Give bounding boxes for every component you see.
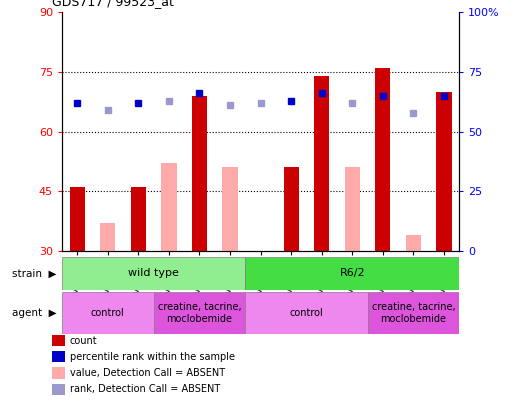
Bar: [131, 188, 146, 251]
Bar: [192, 96, 207, 251]
Bar: [367, 292, 459, 334]
Bar: [70, 188, 85, 251]
Text: percentile rank within the sample: percentile rank within the sample: [70, 352, 235, 362]
Bar: [375, 68, 391, 251]
Bar: [62, 292, 154, 334]
Text: count: count: [70, 336, 98, 345]
Text: strain  ▶: strain ▶: [12, 269, 57, 278]
Bar: [154, 292, 245, 334]
Bar: [62, 257, 245, 290]
Bar: [406, 235, 421, 251]
Bar: [245, 257, 459, 290]
Bar: [314, 76, 329, 251]
Bar: [222, 168, 238, 251]
Bar: [245, 292, 367, 334]
Text: GDS717 / 99523_at: GDS717 / 99523_at: [52, 0, 173, 8]
Text: creatine, tacrine,
moclobemide: creatine, tacrine, moclobemide: [158, 302, 241, 324]
Text: value, Detection Call = ABSENT: value, Detection Call = ABSENT: [70, 368, 225, 378]
Text: R6/2: R6/2: [340, 269, 365, 278]
Bar: [437, 92, 452, 251]
Bar: [345, 168, 360, 251]
Bar: [283, 168, 299, 251]
Text: rank, Detection Call = ABSENT: rank, Detection Call = ABSENT: [70, 384, 220, 394]
Bar: [161, 164, 176, 251]
Text: wild type: wild type: [128, 269, 179, 278]
Bar: [100, 223, 116, 251]
Text: control: control: [91, 308, 125, 318]
Text: agent  ▶: agent ▶: [12, 308, 57, 318]
Text: creatine, tacrine,
moclobemide: creatine, tacrine, moclobemide: [372, 302, 455, 324]
Text: control: control: [289, 308, 324, 318]
